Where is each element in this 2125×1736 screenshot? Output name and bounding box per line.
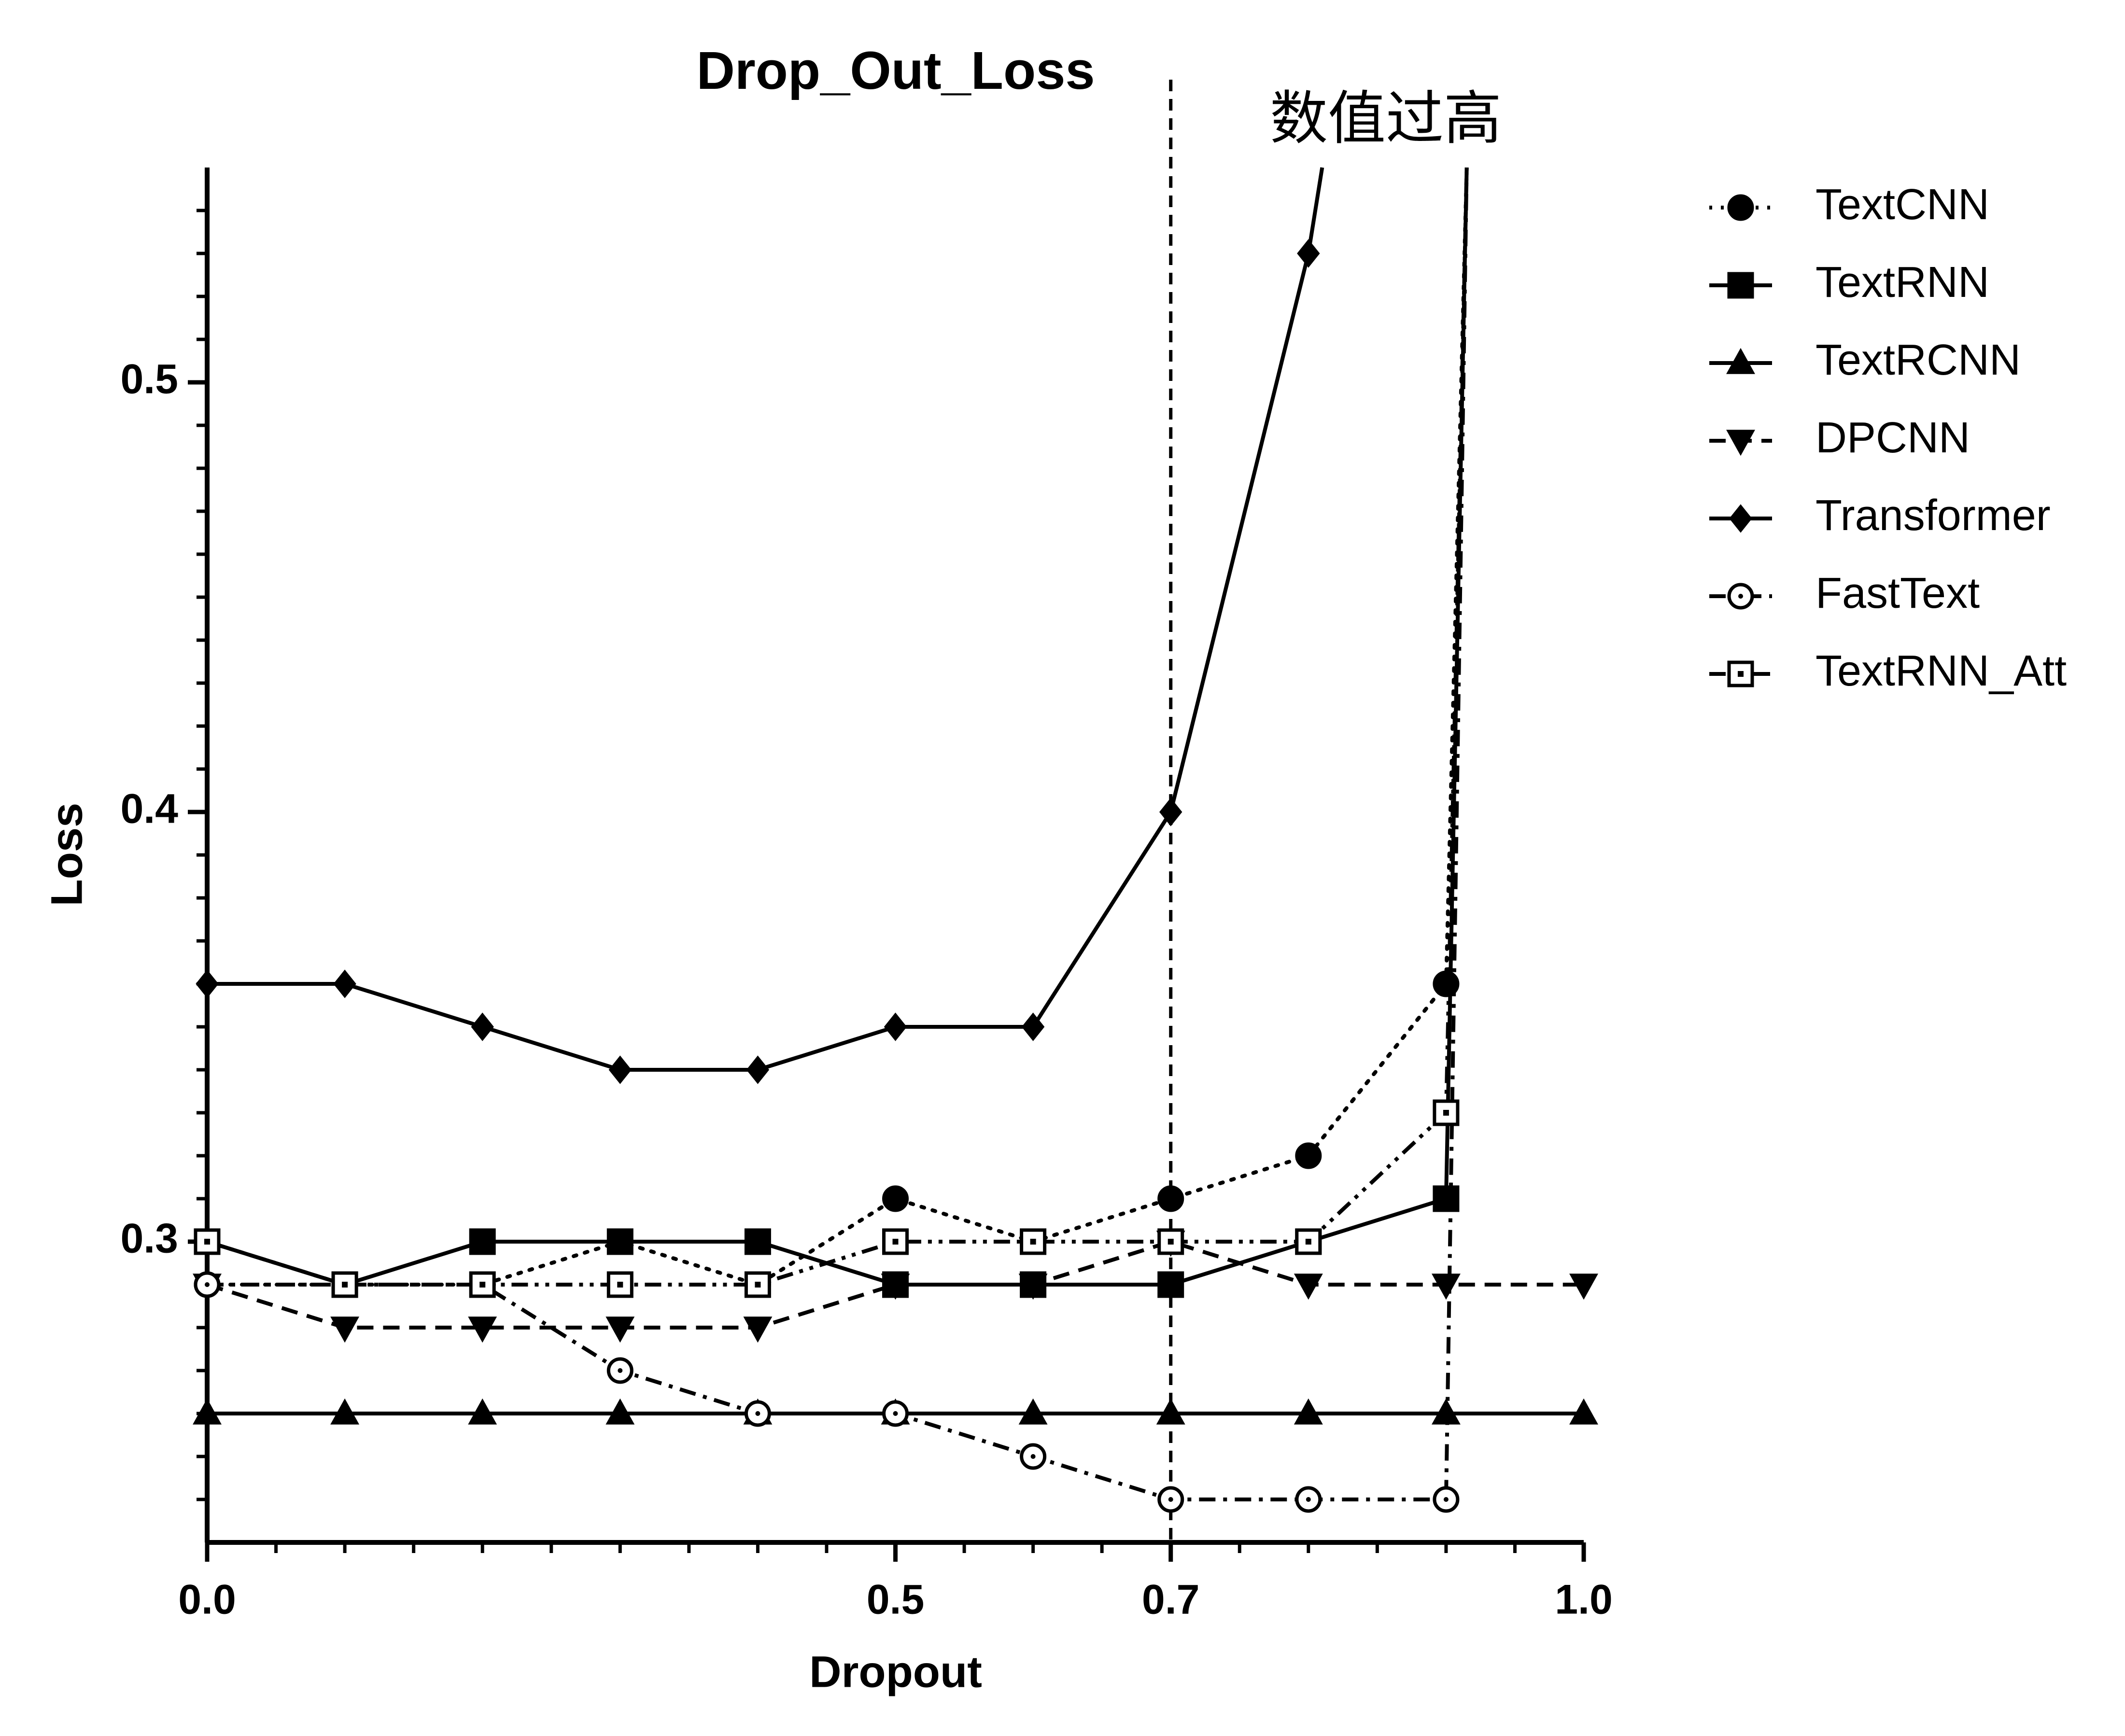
data-point: [1159, 798, 1182, 826]
data-point: [1569, 1398, 1598, 1425]
legend-label: TextRNN: [1815, 258, 1989, 307]
y-tick-label: 0.5: [120, 356, 178, 403]
data-point: [196, 969, 219, 998]
data-point-dot: [1030, 1239, 1036, 1245]
data-point: [605, 1398, 635, 1425]
legend-label: TextRNN_Att: [1815, 647, 2067, 695]
data-point: [1433, 1185, 1460, 1212]
series-line: [206, 167, 1469, 1287]
data-point-dot: [755, 1411, 760, 1416]
data-point-dot: [1305, 1239, 1311, 1245]
legend-label: FastText: [1815, 569, 1980, 617]
data-point-dot: [1168, 1239, 1174, 1245]
data-point: [330, 1398, 360, 1425]
data-point: [1295, 1228, 1322, 1255]
data-point-dot: [1443, 1110, 1449, 1116]
legend-marker-dot: [1738, 594, 1743, 599]
series: TextRNN: [194, 167, 1989, 1298]
series: DPCNN: [193, 414, 1970, 1343]
data-point-dot: [617, 1282, 623, 1288]
y-tick-label: 0.4: [120, 786, 178, 832]
data-point-dot: [479, 1282, 486, 1288]
data-point: [606, 1228, 633, 1255]
legend-label: TextRCNN: [1815, 336, 2021, 384]
data-point-dot: [892, 1239, 899, 1245]
data-point-dot: [755, 1282, 761, 1288]
data-point-dot: [618, 1368, 623, 1373]
x-axis-label: Dropout: [809, 1647, 982, 1696]
legend-label: TextCNN: [1815, 181, 1989, 229]
data-point-dot: [1168, 1497, 1173, 1502]
series-line: [207, 167, 1469, 1501]
data-point: [194, 1228, 221, 1255]
series: TextRNN_Att: [194, 167, 2067, 1298]
chart-title: Drop_Out_Loss: [696, 41, 1095, 100]
legend-marker: [1726, 348, 1755, 374]
data-point: [1157, 1271, 1184, 1298]
series-line: [206, 167, 1469, 1287]
data-point-dot: [893, 1411, 898, 1416]
series-line: [205, 166, 1469, 1287]
data-point: [469, 1228, 496, 1255]
data-point: [1569, 1274, 1598, 1300]
legend-marker: [1729, 504, 1752, 533]
data-point-dot: [1030, 1454, 1036, 1459]
data-point: [1431, 1274, 1461, 1300]
data-point: [1295, 1142, 1322, 1169]
legend-marker: [1727, 272, 1754, 299]
legend-marker: [1727, 194, 1754, 221]
data-point: [881, 1274, 910, 1300]
legend-marker-dot: [1738, 671, 1744, 677]
data-point: [882, 1185, 909, 1212]
annotation: 数值过高: [1270, 86, 1502, 151]
x-tick-label: 1.0: [1555, 1577, 1613, 1623]
data-point-dot: [342, 1282, 348, 1288]
data-point-dot: [205, 1282, 210, 1287]
data-point: [1018, 1274, 1048, 1300]
data-point: [608, 1055, 632, 1084]
series: FastText: [194, 167, 1980, 1513]
data-point: [744, 1228, 771, 1255]
data-point: [471, 1012, 494, 1041]
data-point: [193, 1398, 222, 1425]
data-point: [1021, 1012, 1045, 1041]
series-line: [206, 1239, 1584, 1330]
data-point: [1297, 239, 1320, 268]
x-tick-label: 0.5: [867, 1577, 925, 1623]
data-point-dot: [1306, 1497, 1311, 1502]
legend-marker: [1726, 430, 1755, 456]
y-axis-label: Loss: [42, 803, 91, 907]
data-point: [468, 1398, 497, 1425]
series: TextCNN: [194, 166, 1989, 1298]
legend-label: DPCNN: [1815, 414, 1970, 462]
data-point: [605, 1316, 635, 1343]
data-point: [884, 1012, 907, 1041]
data-point-dot: [204, 1239, 210, 1245]
data-point: [330, 1316, 360, 1343]
y-tick-label: 0.3: [120, 1216, 178, 1262]
data-point: [1294, 1398, 1323, 1425]
data-point: [1156, 1398, 1185, 1425]
series-line: [207, 167, 1324, 1072]
data-point: [743, 1316, 773, 1343]
data-point: [333, 969, 356, 998]
x-tick-label: 0.7: [1142, 1577, 1200, 1623]
x-tick-label: 0.0: [178, 1577, 236, 1623]
data-point-dot: [1443, 1497, 1449, 1502]
data-point: [1157, 1185, 1184, 1212]
data-point: [468, 1316, 497, 1343]
data-point: [746, 1055, 770, 1084]
data-point: [1018, 1398, 1048, 1425]
series: Transformer: [196, 167, 2051, 1084]
legend-label: Transformer: [1815, 491, 2051, 540]
data-point: [1294, 1274, 1323, 1300]
